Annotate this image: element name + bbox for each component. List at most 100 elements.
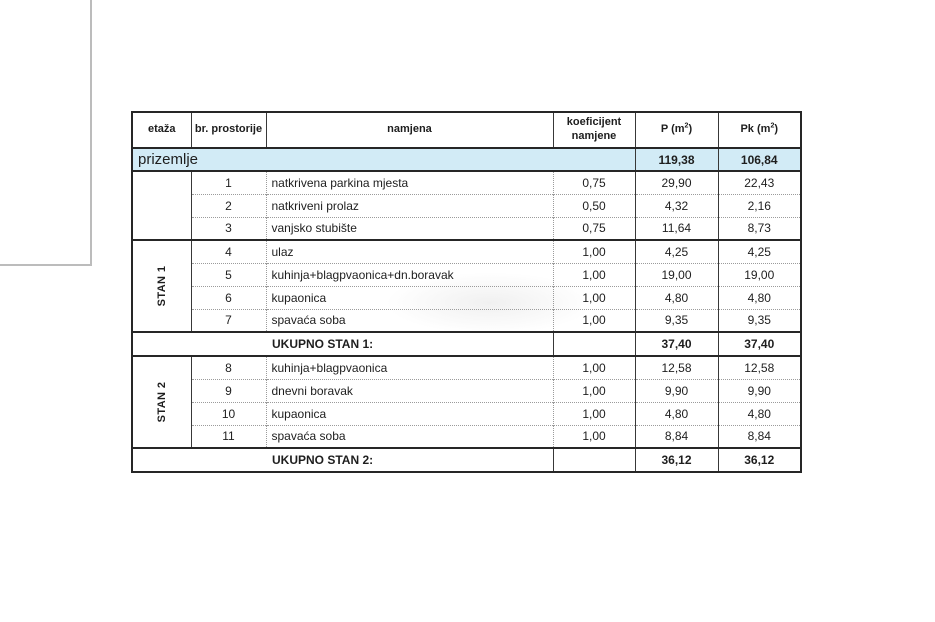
col-header-pk-m2: Pk (m2) — [717, 112, 801, 149]
table-row: 2 natkriveni prolaz 0,50 4,32 2,16 — [132, 193, 801, 217]
cell-koef: 1,00 — [552, 285, 635, 309]
cell-p: 4,32 — [634, 193, 718, 217]
area-table: etaža br. prostorije namjena koeficijent… — [131, 111, 802, 473]
table-row: 5 kuhinja+blagpvaonica+dn.boravak 1,00 1… — [132, 262, 801, 286]
col-header-p-m2: P (m2) — [634, 112, 718, 149]
cell-namjena: ulaz — [265, 239, 553, 263]
cell-pk: 4,80 — [717, 401, 801, 425]
table-row: 9 dnevni boravak 1,00 9,90 9,90 — [132, 378, 801, 402]
total-pk-stan1: 37,40 — [717, 331, 801, 357]
cell-br: 2 — [190, 193, 266, 217]
cell-p: 12,58 — [634, 355, 718, 379]
cell-br: 7 — [190, 308, 266, 332]
stan1-label: STAN 1 — [155, 265, 168, 307]
cell-namjena: vanjsko stubište — [265, 216, 553, 240]
table-row: 11 spavaća soba 1,00 8,84 8,84 — [132, 424, 801, 448]
table-row: 7 spavaća soba 1,00 9,35 9,35 — [132, 308, 801, 332]
pk-label-close: ) — [774, 123, 779, 136]
total-row-stan2: UKUPNO STAN 2: 36,12 36,12 — [132, 447, 801, 473]
col-header-br-prostorije: br. prostorije — [190, 112, 266, 149]
prizemlje-section-row: prizemlje 119,38 106,84 — [132, 147, 801, 172]
cell-koef: 0,75 — [552, 216, 635, 240]
table-row: 10 kupaonica 1,00 4,80 4,80 — [132, 401, 801, 425]
cell-p: 9,35 — [634, 308, 718, 332]
etaza-cell-stan2: STAN 2 — [132, 355, 191, 448]
cell-br: 6 — [190, 285, 266, 309]
etaza-cell-empty — [132, 170, 191, 240]
cell-koef: 1,00 — [552, 401, 635, 425]
cell-p: 4,80 — [634, 285, 718, 309]
table-row: 6 kupaonica 1,00 4,80 4,80 — [132, 285, 801, 309]
cell-pk: 9,35 — [717, 308, 801, 332]
partial-frame-corner — [0, 0, 92, 266]
cell-br: 1 — [190, 170, 266, 194]
cell-pk: 2,16 — [717, 193, 801, 217]
cell-pk: 9,90 — [717, 378, 801, 402]
cell-namjena: kuhinja+blagpvaonica+dn.boravak — [265, 262, 553, 286]
cell-namjena: natkriveni prolaz — [265, 193, 553, 217]
cell-koef: 1,00 — [552, 355, 635, 379]
cell-namjena: kupaonica — [265, 401, 553, 425]
pk-superscript: 2 — [770, 122, 775, 130]
cell-koef: 0,75 — [552, 170, 635, 194]
cell-br: 4 — [190, 239, 266, 263]
cell-pk: 4,25 — [717, 239, 801, 263]
total-pk-stan2: 36,12 — [717, 447, 801, 473]
cell-p: 8,84 — [634, 424, 718, 448]
cell-namjena: spavaća soba — [265, 424, 553, 448]
p-superscript: 2 — [684, 122, 689, 130]
table-row: 3 vanjsko stubište 0,75 11,64 8,73 — [132, 216, 801, 240]
total-label-stan1: UKUPNO STAN 1: — [132, 331, 553, 357]
prizemlje-pk-total: 106,84 — [717, 147, 801, 172]
cell-namjena: kupaonica — [265, 285, 553, 309]
cell-br: 5 — [190, 262, 266, 286]
col-header-namjena: namjena — [265, 112, 553, 149]
prizemlje-label: prizemlje — [132, 147, 635, 172]
total-koef-empty — [552, 331, 635, 357]
total-p-stan1: 37,40 — [634, 331, 718, 357]
cell-koef: 1,00 — [552, 308, 635, 332]
koeficijent-line2: namjene — [571, 130, 617, 142]
cell-p: 9,90 — [634, 378, 718, 402]
cell-koef: 0,50 — [552, 193, 635, 217]
cell-koef: 1,00 — [552, 378, 635, 402]
col-header-koeficijent-namjene: koeficijent namjene — [552, 112, 635, 149]
cell-br: 10 — [190, 401, 266, 425]
total-p-stan2: 36,12 — [634, 447, 718, 473]
table-row: STAN 1 4 ulaz 1,00 4,25 4,25 — [132, 239, 801, 332]
table-row: 1 natkrivena parkina mjesta 0,75 29,90 2… — [132, 170, 801, 240]
stan2-label: STAN 2 — [155, 381, 168, 423]
total-label-stan2: UKUPNO STAN 2: — [132, 447, 553, 473]
cell-namjena: natkrivena parkina mjesta — [265, 170, 553, 194]
cell-p: 29,90 — [634, 170, 718, 194]
cell-pk: 8,84 — [717, 424, 801, 448]
prizemlje-p-total: 119,38 — [634, 147, 718, 172]
cell-namjena: spavaća soba — [265, 308, 553, 332]
header-row: etaža br. prostorije namjena koeficijent… — [132, 112, 801, 149]
koeficijent-line1: koeficijent — [566, 116, 622, 129]
cell-br: 9 — [190, 378, 266, 402]
p-label: P (m — [660, 123, 685, 136]
total-row-stan1: UKUPNO STAN 1: 37,40 37,40 — [132, 331, 801, 357]
cell-namjena: dnevni boravak — [265, 378, 553, 402]
cell-namjena: kuhinja+blagpvaonica — [265, 355, 553, 379]
table-row: STAN 2 8 kuhinja+blagpvaonica 1,00 12,58… — [132, 355, 801, 448]
cell-br: 11 — [190, 424, 266, 448]
cell-p: 4,80 — [634, 401, 718, 425]
p-label-close: ) — [688, 123, 693, 136]
cell-pk: 12,58 — [717, 355, 801, 379]
cell-pk: 8,73 — [717, 216, 801, 240]
cell-koef: 1,00 — [552, 262, 635, 286]
cell-p: 11,64 — [634, 216, 718, 240]
cell-p: 4,25 — [634, 239, 718, 263]
col-header-etaza: etaža — [132, 112, 191, 149]
cell-br: 8 — [190, 355, 266, 379]
pk-label: Pk (m — [740, 123, 771, 136]
cell-koef: 1,00 — [552, 239, 635, 263]
cell-p: 19,00 — [634, 262, 718, 286]
total-koef-empty — [552, 447, 635, 473]
etaza-cell-stan1: STAN 1 — [132, 239, 191, 332]
cell-pk: 22,43 — [717, 170, 801, 194]
cell-pk: 19,00 — [717, 262, 801, 286]
